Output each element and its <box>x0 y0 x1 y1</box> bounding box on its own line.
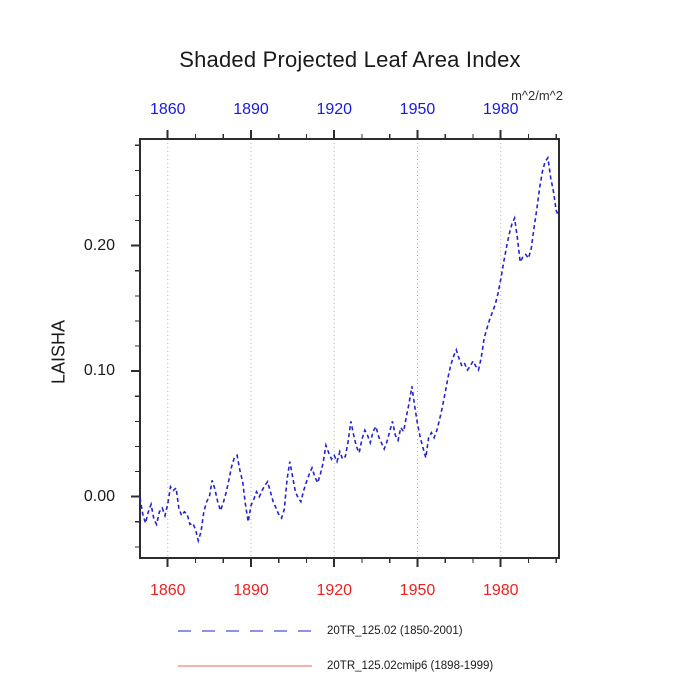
units-label: m^2/m^2 <box>511 88 563 103</box>
x-tick-label-top: 1890 <box>233 101 269 118</box>
x-tick-label-bottom: 1860 <box>149 582 186 599</box>
y-tick-label: 0.10 <box>83 362 115 380</box>
plot-box <box>139 138 560 559</box>
x-tick-label-bottom: 1980 <box>482 582 519 599</box>
x-tick-label-bottom: 1920 <box>316 582 353 599</box>
chart-title: Shaded Projected Leaf Area Index <box>179 47 521 72</box>
legend-line-sample-solid <box>178 665 312 667</box>
x-tick-label-bottom: 1890 <box>233 582 269 599</box>
legend-line-sample-dashed <box>178 630 312 632</box>
series-line <box>139 155 560 544</box>
x-tick-label-top: 1860 <box>149 101 186 118</box>
legend-label: 20TR_125.02 (1850-2001) <box>327 625 463 637</box>
x-tick-label-top: 1980 <box>482 101 519 118</box>
x-tick-label-bottom: 1950 <box>399 582 436 599</box>
y-tick-label: 0.20 <box>83 236 115 254</box>
y-tick-label: 0.00 <box>83 487 115 505</box>
x-tick-label-top: 1950 <box>399 101 436 118</box>
legend-label: 20TR_125.02cmip6 (1898-1999) <box>327 660 494 672</box>
x-tick-label-top: 1920 <box>316 101 353 118</box>
